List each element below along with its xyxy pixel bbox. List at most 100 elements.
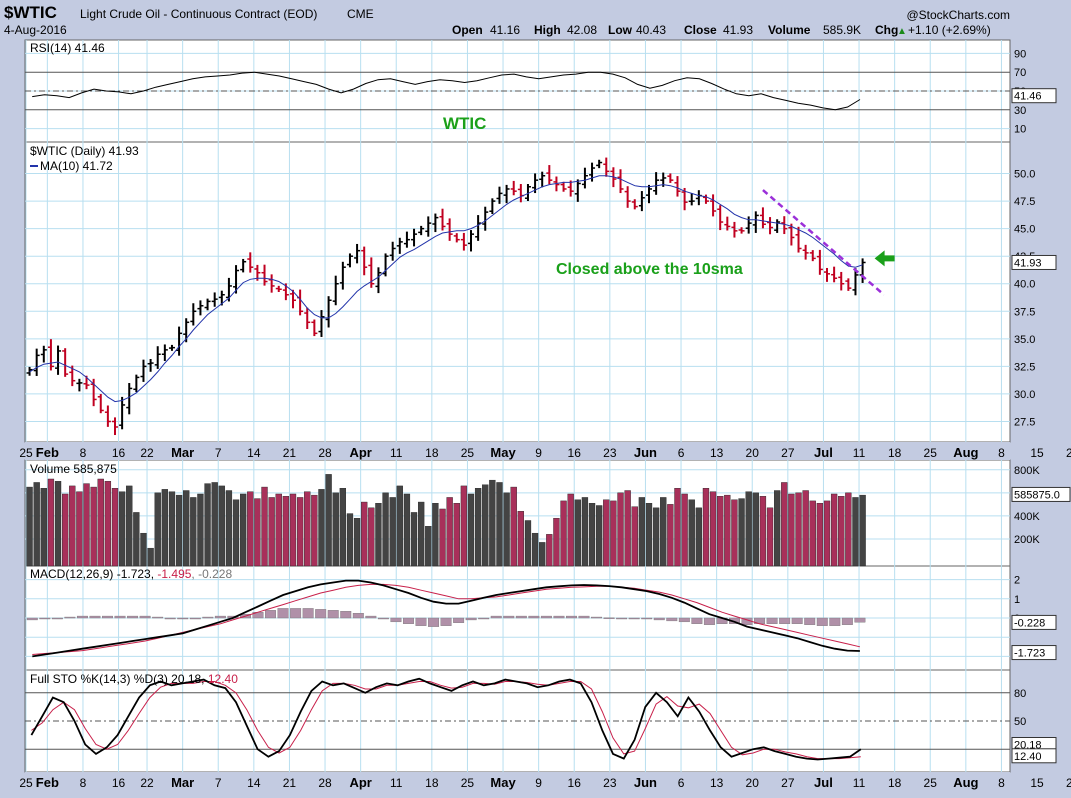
macd-histogram-bar — [302, 608, 314, 619]
volume-bar — [830, 493, 838, 567]
macd-hist-last: -0.228 — [1014, 617, 1045, 629]
volume-bar — [766, 507, 774, 567]
volume-bar — [97, 478, 104, 567]
macd-legend-part: -1.495 — [157, 567, 191, 581]
price-bar — [596, 159, 603, 169]
volume-bar — [254, 498, 261, 567]
x-tick-label: 27 — [781, 776, 795, 790]
volume-label: Volume — [768, 23, 811, 37]
macd-histogram-bar — [64, 616, 76, 619]
volume-bar — [539, 542, 546, 567]
macd-histogram-bar — [327, 610, 339, 619]
volume-bar — [496, 482, 503, 567]
high-label: High — [534, 23, 561, 37]
price-bar — [788, 223, 795, 246]
macd-last-box — [1011, 645, 1057, 661]
volume-bar — [104, 481, 112, 567]
price-last-value-box — [1011, 254, 1057, 270]
volume-bar — [738, 498, 745, 567]
price-bar — [468, 230, 474, 252]
price-bar — [62, 348, 69, 377]
x-tick-label: 18 — [888, 446, 902, 460]
macd-histogram-bar — [390, 617, 402, 623]
macd-histogram-bar — [703, 617, 715, 625]
volume-bar — [852, 497, 859, 567]
x-tick-label: 28 — [318, 776, 332, 790]
x-tick-label: Apr — [349, 775, 371, 790]
price-bar — [346, 253, 353, 268]
chg-arrow-icon: ▲ — [897, 26, 907, 37]
price-bar — [767, 217, 774, 235]
macd-histogram-bar — [290, 608, 302, 619]
low-label: Low — [608, 23, 633, 37]
price-bar — [824, 267, 830, 282]
macd-histogram-bar — [265, 610, 276, 619]
price-bar — [567, 180, 574, 197]
price-bar — [190, 303, 197, 326]
volume-bar — [745, 491, 752, 567]
sto-legend: Full STO %K(14,3) %D(3) 20.18, 12.40 — [30, 672, 238, 686]
macd-last: -1.723 — [1014, 648, 1045, 660]
x-tick-label: 11 — [390, 776, 403, 790]
volume-bar — [695, 507, 703, 567]
volume-bar — [275, 493, 282, 567]
volume-bar — [432, 503, 439, 567]
volume-bar — [69, 485, 76, 567]
volume-bar — [154, 492, 161, 567]
volume-bar — [418, 501, 425, 567]
x-tick-label: Jun — [634, 775, 657, 790]
macd-histogram-bar — [816, 617, 828, 626]
sto-legend-part: Full STO %K(14,3) %D(3) 20.18, — [30, 672, 208, 686]
volume-bar — [211, 482, 218, 567]
x-tick-label: 11 — [853, 446, 866, 460]
macd-histogram-bar — [214, 615, 226, 619]
price-bar — [432, 213, 439, 233]
macd-histogram-bar — [478, 617, 490, 620]
price-bar — [325, 296, 332, 328]
macd-histogram-bar — [691, 617, 703, 624]
volume-bar — [90, 486, 97, 567]
volume-bar — [617, 492, 624, 567]
macd-histogram-bar — [578, 615, 590, 619]
x-tick-label: 7 — [215, 776, 222, 790]
macd-histogram-bar — [352, 613, 364, 619]
price-bar — [418, 225, 425, 236]
volume-bar — [503, 492, 510, 567]
price-bar — [574, 179, 581, 202]
x-tick-label: Apr — [349, 445, 371, 460]
x-tick-label: 13 — [710, 776, 724, 790]
volume-bar — [560, 500, 567, 567]
volume-bar — [76, 491, 83, 567]
volume-bar — [724, 494, 731, 567]
macd-histogram-bar — [39, 617, 51, 620]
sto-tick-label: 80 — [1014, 688, 1026, 700]
macd-histogram-bar — [277, 608, 289, 619]
price-bar — [240, 258, 247, 273]
macd-histogram-bar — [402, 617, 414, 624]
price-bar — [133, 374, 140, 393]
x-tick-label: 16 — [112, 776, 126, 790]
price-bar — [290, 289, 296, 309]
macd-histogram-bar — [440, 617, 452, 626]
volume-bar — [204, 483, 211, 567]
price-bar — [154, 346, 161, 369]
x-tick-label: 28 — [318, 446, 332, 460]
x-tick-label: 25 — [461, 776, 475, 790]
volume-bar — [296, 497, 304, 567]
price-bar — [724, 216, 731, 231]
volume-bar — [460, 485, 468, 567]
price-bar — [247, 252, 254, 273]
price-bar — [838, 271, 845, 291]
volume-bar — [311, 494, 318, 567]
chg-value: +1.10 (+2.69%) — [908, 23, 991, 37]
x-tick-label: 22 — [1066, 446, 1071, 460]
x-tick-label: Feb — [36, 445, 59, 460]
volume-bar — [517, 511, 525, 567]
x-tick-label: 14 — [247, 446, 261, 460]
volume-bar — [225, 490, 233, 567]
macd-histogram-bar — [766, 617, 778, 624]
rsi-line — [32, 71, 861, 111]
x-tick-label: 22 — [140, 446, 154, 460]
volume-bar — [667, 504, 674, 567]
price-bar — [168, 344, 175, 351]
